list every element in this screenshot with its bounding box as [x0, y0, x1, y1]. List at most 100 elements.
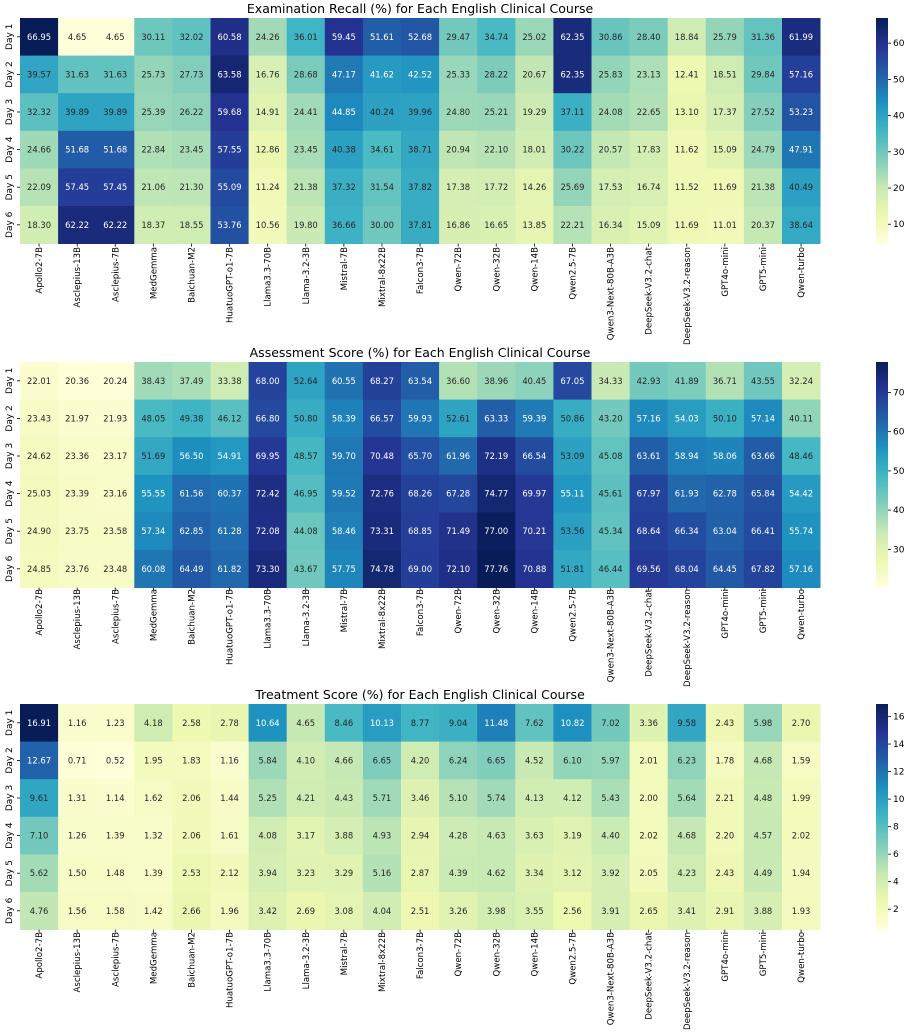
cell-value-label: 4.13	[525, 793, 544, 803]
heatmap-cell	[667, 130, 707, 169]
heatmap-cell	[515, 437, 554, 476]
heatmap-cell	[134, 362, 173, 400]
heatmap-cell	[667, 816, 707, 855]
heatmap-cell	[439, 130, 478, 169]
cell-value-label: 36.60	[446, 376, 470, 386]
heatmap-cell	[134, 18, 173, 56]
heatmap-cell	[20, 55, 59, 94]
heatmap-cell	[96, 55, 135, 94]
heatmap-cell	[591, 168, 630, 207]
heatmap-cell	[286, 130, 326, 169]
cell-value-label: 28.68	[294, 69, 318, 79]
heatmap-cell	[210, 779, 249, 818]
cell-value-label: 33.38	[218, 376, 242, 386]
cell-value-label: 57.16	[789, 564, 813, 574]
heatmap-cell	[782, 130, 821, 169]
cell-value-label: 67.82	[751, 564, 775, 574]
cell-value-label: 3.91	[601, 906, 620, 916]
cell-value-label: 2.02	[639, 831, 658, 841]
heatmap-cell	[591, 93, 630, 132]
cell-value-label: 1.48	[106, 868, 125, 878]
cell-value-label: 70.88	[522, 564, 546, 574]
cell-value-label: 6.65	[487, 755, 506, 765]
cell-value-label: 6.23	[677, 755, 696, 765]
cell-value-label: 40.38	[332, 145, 356, 155]
cell-value-label: 5.64	[677, 793, 696, 803]
heatmap-cell	[134, 816, 173, 855]
cell-value-label: 1.83	[182, 755, 201, 765]
heatmap-cell	[591, 130, 630, 169]
cell-value-label: 2.01	[639, 755, 658, 765]
heatmap-cell	[477, 55, 516, 94]
heatmap-cell	[439, 550, 478, 588]
heatmap-cell	[286, 474, 326, 513]
heatmap-cell	[401, 854, 440, 893]
cell-value-label: 43.20	[599, 413, 623, 423]
cell-value-label: 23.17	[103, 451, 127, 461]
heatmap-cell	[324, 550, 364, 588]
cell-value-label: 3.63	[525, 831, 544, 841]
cell-value-label: 2.91	[716, 906, 735, 916]
cell-value-label: 46.44	[599, 564, 623, 574]
cell-value-label: 3.92	[601, 868, 620, 878]
x-tick-label: Mistral-7B	[340, 247, 350, 290]
heatmap-cell	[705, 854, 745, 893]
heatmap-cell	[248, 130, 288, 169]
cell-value-label: 11.69	[713, 182, 737, 192]
cell-value-label: 23.75	[65, 526, 89, 536]
heatmap-cell	[591, 550, 630, 588]
x-tick-label: Qwen-32B	[492, 589, 502, 634]
cell-value-label: 52.64	[294, 376, 318, 386]
heatmap-cell	[401, 550, 440, 588]
cell-value-label: 3.17	[296, 831, 315, 841]
cell-value-label: 23.13	[637, 69, 661, 79]
x-tick-label: Llama3.3-70B	[264, 247, 274, 307]
cell-value-label: 66.80	[256, 413, 280, 423]
x-tick-label: DeepSeek-V3.2-chat	[645, 246, 655, 334]
heatmap-cell	[782, 512, 821, 551]
cell-value-label: 57.16	[789, 69, 813, 79]
heatmap-cell	[629, 816, 669, 855]
heatmap-cell	[134, 399, 173, 438]
x-tick-label: Llama-3.2-3B	[302, 247, 312, 304]
cell-value-label: 55.09	[218, 182, 242, 192]
heatmap-cell	[401, 93, 440, 132]
x-tick-label: Qwen-72B	[454, 247, 464, 292]
heatmap-cell	[172, 854, 211, 893]
cell-value-label: 77.76	[484, 564, 508, 574]
heatmap-cell	[58, 93, 97, 132]
y-tick-label: Day 4	[5, 822, 15, 849]
cell-value-label: 23.45	[179, 145, 203, 155]
cell-value-label: 45.34	[599, 526, 623, 536]
x-tick-label: GPT5-mini	[759, 247, 769, 291]
cell-value-label: 47.17	[332, 69, 356, 79]
cell-value-label: 24.08	[599, 107, 623, 117]
heatmap-cell	[96, 704, 135, 742]
heatmap-cell	[96, 741, 135, 780]
cell-value-label: 63.61	[637, 451, 661, 461]
x-tick-label: Mistral-7B	[340, 932, 350, 975]
heatmap-cell	[210, 854, 249, 893]
cell-value-label: 21.38	[751, 182, 775, 192]
x-tick-label: Llama3.3-70B	[264, 589, 274, 649]
x-tick-label: Llama3.3-70B	[264, 932, 274, 992]
heatmap-cell	[248, 168, 288, 207]
cell-value-label: 51.68	[103, 145, 127, 155]
heatmap-cell	[401, 892, 440, 930]
cell-value-label: 30.11	[141, 32, 165, 42]
x-tick-label: Mistral-7B	[340, 589, 350, 632]
heatmap-cell	[782, 550, 821, 588]
cell-value-label: 1.93	[792, 906, 811, 916]
cell-value-label: 31.36	[751, 32, 775, 42]
heatmap-cell	[667, 93, 707, 132]
cell-value-label: 4.40	[601, 831, 620, 841]
heatmap-cell	[591, 779, 630, 818]
cell-value-label: 22.84	[141, 145, 165, 155]
cell-value-label: 67.05	[560, 376, 584, 386]
cell-value-label: 59.39	[522, 413, 546, 423]
cell-value-label: 45.61	[599, 489, 623, 499]
cell-value-label: 50.80	[294, 413, 318, 423]
cell-value-label: 3.26	[449, 906, 468, 916]
heatmap-cell	[629, 779, 669, 818]
heatmap-cell	[286, 18, 326, 56]
